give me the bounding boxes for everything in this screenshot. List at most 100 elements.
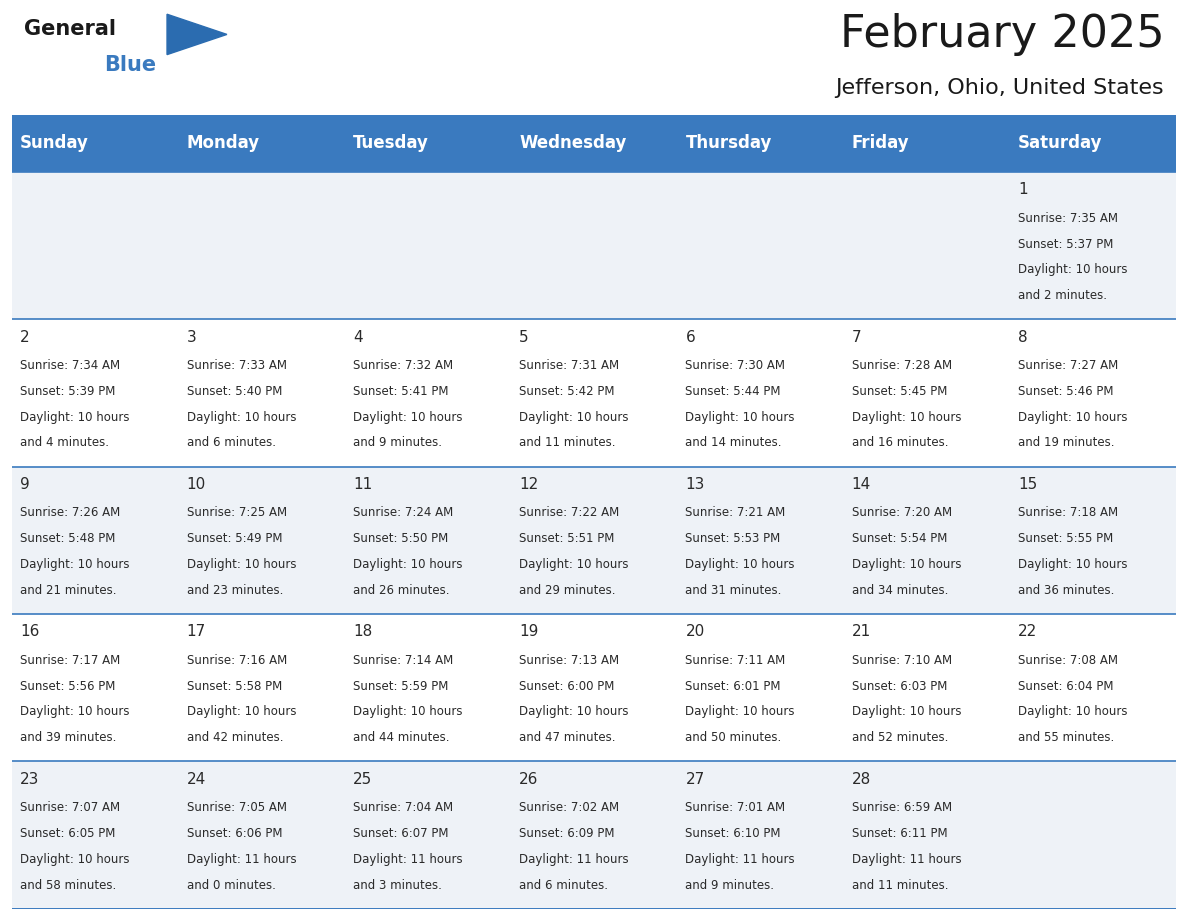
Text: Sunset: 6:06 PM: Sunset: 6:06 PM (187, 827, 282, 840)
Text: and 39 minutes.: and 39 minutes. (20, 732, 116, 744)
Bar (178, 761, 345, 909)
Text: Sunrise: 7:22 AM: Sunrise: 7:22 AM (519, 507, 619, 520)
Text: and 3 minutes.: and 3 minutes. (353, 879, 442, 891)
Text: Daylight: 10 hours: Daylight: 10 hours (1018, 263, 1127, 276)
Bar (12, 115, 178, 172)
Bar (345, 115, 511, 172)
Bar (843, 614, 1010, 761)
Text: Sunrise: 7:33 AM: Sunrise: 7:33 AM (187, 359, 286, 372)
Text: 9: 9 (20, 477, 30, 492)
Bar (12, 761, 178, 909)
Text: Blue: Blue (105, 55, 157, 74)
Text: Daylight: 10 hours: Daylight: 10 hours (353, 705, 462, 719)
Bar (12, 466, 178, 614)
Text: Sunrise: 7:34 AM: Sunrise: 7:34 AM (20, 359, 120, 372)
Text: 26: 26 (519, 772, 538, 787)
Text: 24: 24 (187, 772, 206, 787)
Bar (677, 319, 843, 466)
Text: Daylight: 10 hours: Daylight: 10 hours (187, 558, 296, 571)
Text: Sunrise: 7:20 AM: Sunrise: 7:20 AM (852, 507, 952, 520)
Bar (178, 115, 345, 172)
Bar (511, 172, 677, 319)
Text: Sunset: 5:58 PM: Sunset: 5:58 PM (187, 679, 282, 693)
Text: 27: 27 (685, 772, 704, 787)
Text: Daylight: 10 hours: Daylight: 10 hours (519, 558, 628, 571)
Text: 12: 12 (519, 477, 538, 492)
Text: Sunrise: 7:04 AM: Sunrise: 7:04 AM (353, 801, 453, 814)
Text: and 11 minutes.: and 11 minutes. (852, 879, 948, 891)
Text: Daylight: 10 hours: Daylight: 10 hours (852, 705, 961, 719)
Text: Sunset: 5:59 PM: Sunset: 5:59 PM (353, 679, 448, 693)
Text: Sunday: Sunday (20, 134, 89, 152)
Text: Sunrise: 7:08 AM: Sunrise: 7:08 AM (1018, 654, 1118, 666)
Text: and 9 minutes.: and 9 minutes. (353, 436, 442, 450)
Text: Sunset: 6:03 PM: Sunset: 6:03 PM (852, 679, 947, 693)
Text: Daylight: 10 hours: Daylight: 10 hours (20, 853, 129, 866)
Text: Sunrise: 7:25 AM: Sunrise: 7:25 AM (187, 507, 286, 520)
Bar (511, 761, 677, 909)
Text: 10: 10 (187, 477, 206, 492)
Text: and 11 minutes.: and 11 minutes. (519, 436, 615, 450)
Text: and 9 minutes.: and 9 minutes. (685, 879, 775, 891)
Text: and 55 minutes.: and 55 minutes. (1018, 732, 1114, 744)
Text: 14: 14 (852, 477, 871, 492)
Text: Tuesday: Tuesday (353, 134, 429, 152)
Bar (511, 319, 677, 466)
Text: Daylight: 11 hours: Daylight: 11 hours (353, 853, 462, 866)
Bar (345, 761, 511, 909)
Text: 7: 7 (852, 330, 861, 344)
Text: 21: 21 (852, 624, 871, 639)
Bar (1010, 319, 1176, 466)
Text: and 6 minutes.: and 6 minutes. (519, 879, 608, 891)
Text: Sunset: 5:37 PM: Sunset: 5:37 PM (1018, 238, 1113, 251)
Text: 17: 17 (187, 624, 206, 639)
Text: and 47 minutes.: and 47 minutes. (519, 732, 615, 744)
Text: Daylight: 10 hours: Daylight: 10 hours (187, 705, 296, 719)
Text: Sunset: 5:41 PM: Sunset: 5:41 PM (353, 385, 448, 397)
Bar (843, 319, 1010, 466)
Text: and 4 minutes.: and 4 minutes. (20, 436, 109, 450)
Text: and 44 minutes.: and 44 minutes. (353, 732, 449, 744)
Text: 4: 4 (353, 330, 362, 344)
Text: Sunrise: 7:05 AM: Sunrise: 7:05 AM (187, 801, 286, 814)
Text: Sunrise: 7:01 AM: Sunrise: 7:01 AM (685, 801, 785, 814)
Text: Daylight: 10 hours: Daylight: 10 hours (20, 558, 129, 571)
Text: Sunrise: 7:18 AM: Sunrise: 7:18 AM (1018, 507, 1118, 520)
Text: Sunrise: 7:30 AM: Sunrise: 7:30 AM (685, 359, 785, 372)
Bar (511, 115, 677, 172)
Text: Sunset: 5:50 PM: Sunset: 5:50 PM (353, 532, 448, 545)
Bar (12, 614, 178, 761)
Text: Monday: Monday (187, 134, 260, 152)
Text: Daylight: 10 hours: Daylight: 10 hours (1018, 705, 1127, 719)
Text: 28: 28 (852, 772, 871, 787)
Text: 16: 16 (20, 624, 39, 639)
Text: Daylight: 10 hours: Daylight: 10 hours (685, 410, 795, 424)
Bar (345, 466, 511, 614)
Text: Sunrise: 7:32 AM: Sunrise: 7:32 AM (353, 359, 453, 372)
Bar (178, 614, 345, 761)
Text: Daylight: 11 hours: Daylight: 11 hours (519, 853, 628, 866)
Text: 19: 19 (519, 624, 538, 639)
Bar (843, 466, 1010, 614)
Bar (511, 614, 677, 761)
Text: 2: 2 (20, 330, 30, 344)
Text: Sunrise: 7:21 AM: Sunrise: 7:21 AM (685, 507, 785, 520)
Text: Thursday: Thursday (685, 134, 772, 152)
Text: Daylight: 10 hours: Daylight: 10 hours (187, 410, 296, 424)
Bar (677, 466, 843, 614)
Text: and 31 minutes.: and 31 minutes. (685, 584, 782, 597)
Text: 6: 6 (685, 330, 695, 344)
Text: Daylight: 10 hours: Daylight: 10 hours (20, 705, 129, 719)
Text: and 42 minutes.: and 42 minutes. (187, 732, 283, 744)
Text: Sunrise: 7:24 AM: Sunrise: 7:24 AM (353, 507, 453, 520)
Text: Daylight: 10 hours: Daylight: 10 hours (1018, 410, 1127, 424)
Text: Daylight: 11 hours: Daylight: 11 hours (852, 853, 961, 866)
Text: 20: 20 (685, 624, 704, 639)
Text: and 6 minutes.: and 6 minutes. (187, 436, 276, 450)
Bar (511, 466, 677, 614)
Text: and 19 minutes.: and 19 minutes. (1018, 436, 1114, 450)
Text: Daylight: 11 hours: Daylight: 11 hours (187, 853, 296, 866)
Text: Sunset: 6:00 PM: Sunset: 6:00 PM (519, 679, 614, 693)
Bar (1010, 172, 1176, 319)
Text: and 34 minutes.: and 34 minutes. (852, 584, 948, 597)
